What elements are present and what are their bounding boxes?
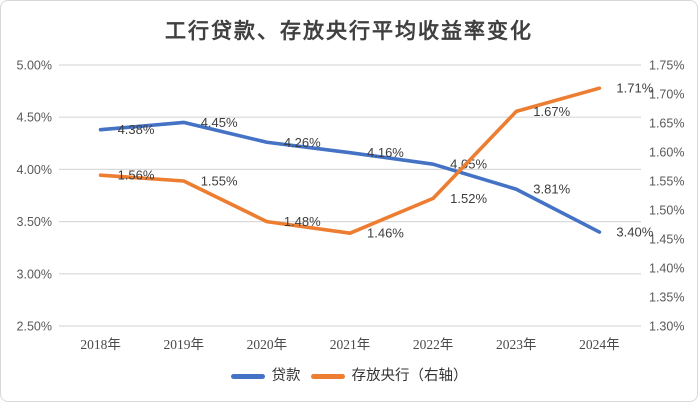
svg-text:3.40%: 3.40%: [616, 225, 653, 240]
x-axis-labels: 2018年 2019年 2020年 2021年 2022年 2023年 2024年: [80, 337, 619, 352]
gridlines: [59, 64, 641, 327]
svg-text:4.16%: 4.16%: [367, 145, 404, 160]
svg-text:1.45%: 1.45%: [649, 233, 684, 247]
svg-text:1.67%: 1.67%: [533, 104, 570, 119]
svg-text:4.05%: 4.05%: [450, 157, 487, 172]
svg-text:2019年: 2019年: [163, 337, 204, 352]
svg-text:2024年: 2024年: [579, 337, 620, 352]
svg-text:1.52%: 1.52%: [450, 191, 487, 206]
legend-swatch-loans-icon: [230, 374, 265, 379]
svg-text:4.26%: 4.26%: [284, 135, 321, 150]
svg-text:1.35%: 1.35%: [649, 291, 684, 305]
series-line-0: [98, 120, 602, 234]
legend-item-loans: 贷款: [230, 368, 301, 384]
series-data-labels-1: 1.56% 1.55% 1.48% 1.46% 1.52% 1.67% 1.71%: [118, 81, 654, 241]
svg-text:2018年: 2018年: [80, 337, 121, 352]
svg-text:4.38%: 4.38%: [118, 122, 155, 137]
svg-text:1.70%: 1.70%: [649, 88, 684, 102]
svg-text:4.45%: 4.45%: [201, 115, 238, 130]
svg-text:2023年: 2023年: [496, 337, 537, 352]
legend-item-central-bank: 存放央行（右轴）: [310, 368, 468, 384]
svg-text:1.50%: 1.50%: [649, 204, 684, 218]
svg-text:2021年: 2021年: [330, 337, 371, 352]
svg-text:1.55%: 1.55%: [201, 174, 238, 189]
svg-text:1.40%: 1.40%: [649, 262, 684, 276]
legend-swatch-central-bank-icon: [310, 374, 345, 379]
svg-text:3.50%: 3.50%: [17, 215, 52, 229]
svg-text:4.50%: 4.50%: [17, 111, 52, 125]
legend-label-central-bank: 存放央行（右轴）: [351, 368, 468, 384]
svg-text:1.46%: 1.46%: [367, 226, 404, 241]
svg-text:2.50%: 2.50%: [17, 320, 52, 334]
svg-text:1.65%: 1.65%: [649, 117, 684, 131]
left-axis-tick-labels: 5.00% 4.50% 4.00% 3.50% 3.00% 2.50%: [17, 59, 52, 334]
svg-text:3.81%: 3.81%: [533, 182, 570, 197]
svg-text:2020年: 2020年: [247, 337, 288, 352]
svg-text:1.56%: 1.56%: [118, 168, 155, 183]
svg-text:1.71%: 1.71%: [616, 81, 653, 96]
chart-legend: 贷款 存放央行（右轴）: [1, 369, 697, 384]
svg-text:1.55%: 1.55%: [649, 175, 684, 189]
chart-title: 工行贷款、存放央行平均收益率变化: [165, 19, 533, 43]
series-line-1: [98, 86, 602, 235]
series-data-labels-0: 4.38% 4.45% 4.26% 4.16% 4.05% 3.81% 3.40%: [118, 115, 654, 240]
svg-text:1.30%: 1.30%: [649, 320, 684, 334]
svg-text:3.00%: 3.00%: [17, 267, 52, 281]
svg-text:2022年: 2022年: [413, 337, 454, 352]
svg-text:4.00%: 4.00%: [17, 163, 52, 177]
legend-label-loans: 贷款: [271, 368, 301, 384]
svg-text:1.75%: 1.75%: [649, 59, 684, 73]
svg-text:1.48%: 1.48%: [284, 214, 321, 229]
svg-text:5.00%: 5.00%: [17, 59, 52, 73]
svg-text:1.60%: 1.60%: [649, 146, 684, 160]
right-axis-tick-labels: 1.75% 1.70% 1.65% 1.60% 1.55% 1.50% 1.45% 1.40%…: [649, 59, 684, 334]
